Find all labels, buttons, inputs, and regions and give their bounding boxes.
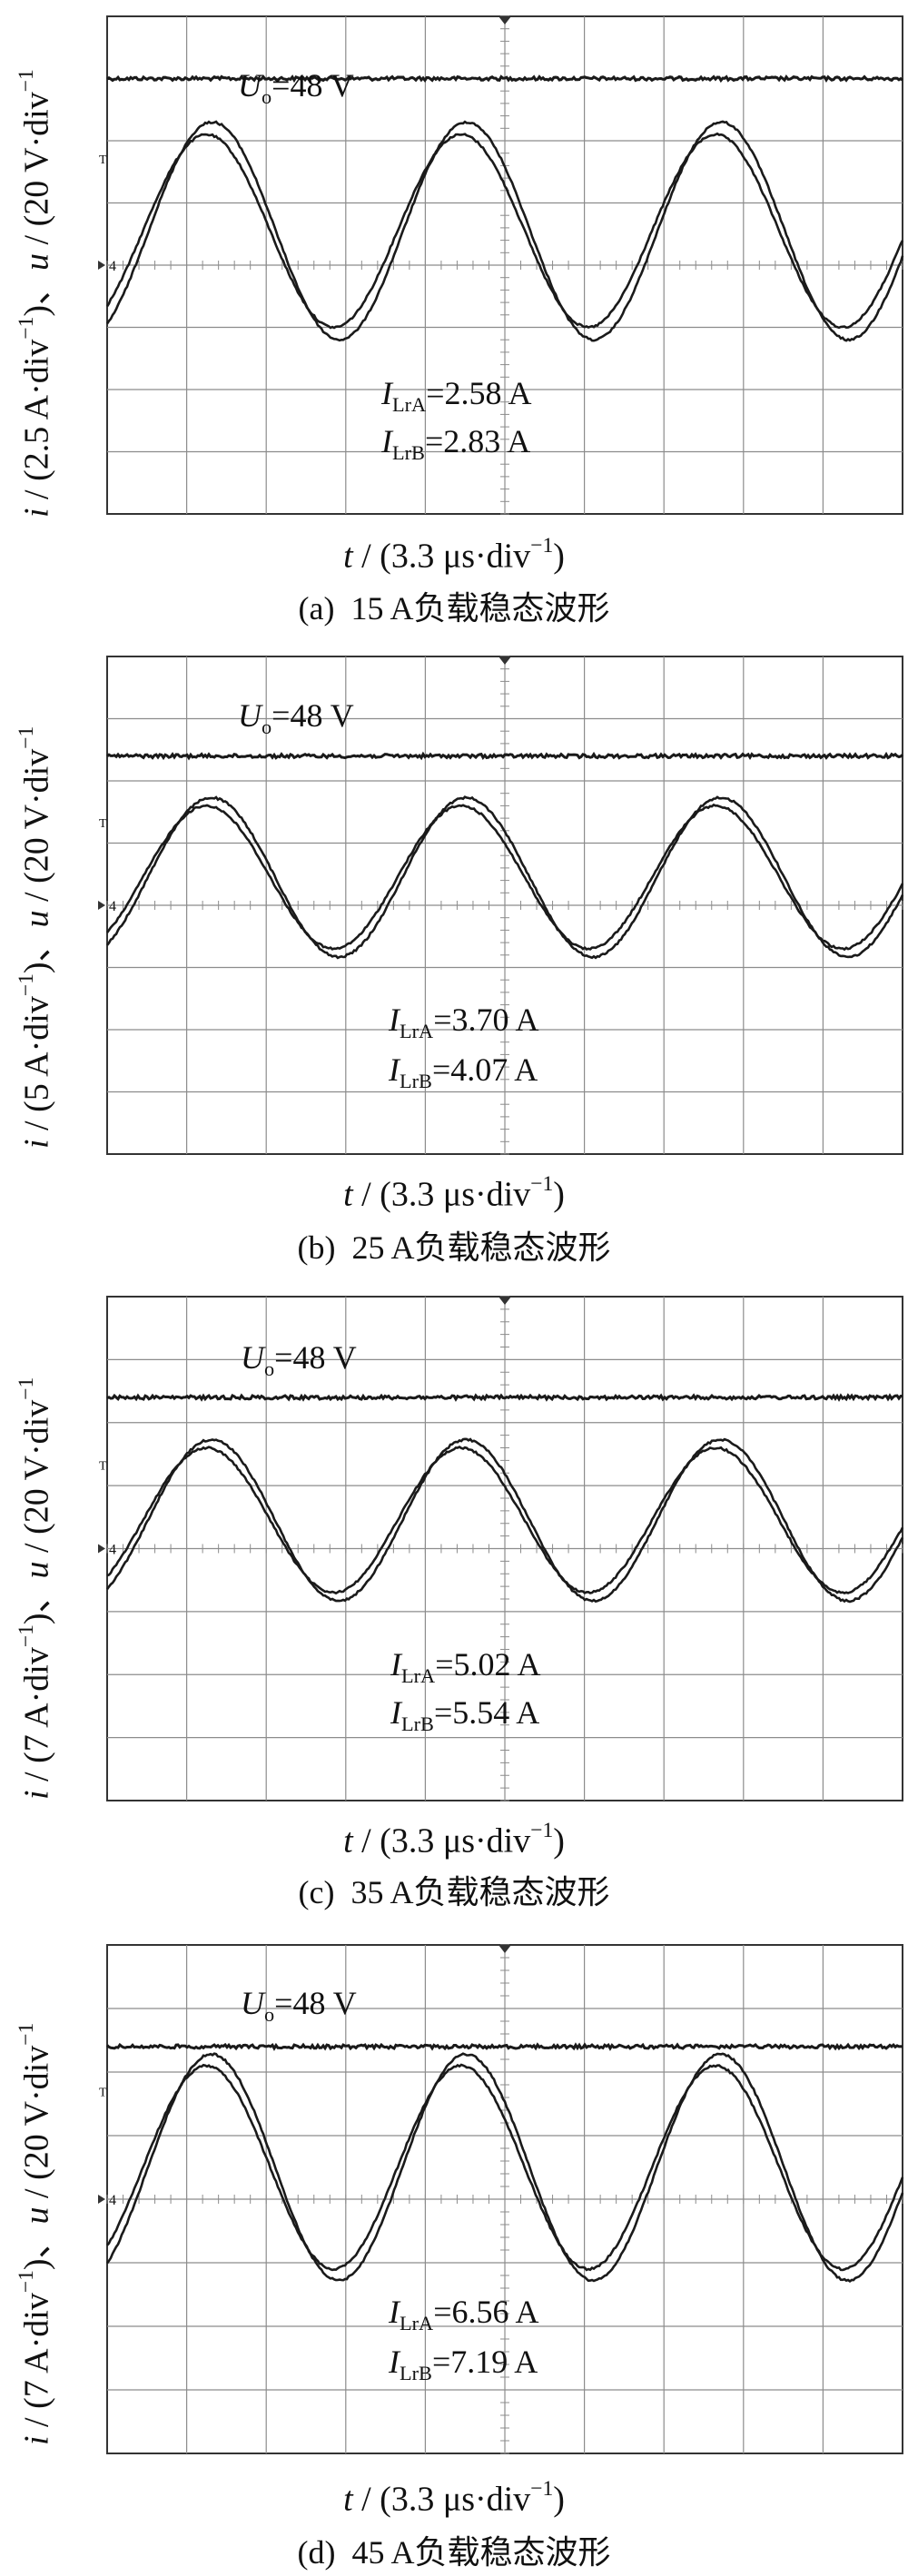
channel-ground-marker: [98, 901, 105, 910]
center-axis-ticks: [106, 1944, 903, 2454]
trace-ILrB: [105, 1437, 904, 1604]
oscilloscope-plot-d: T4: [98, 1944, 904, 2454]
channel-number-marker: 4: [109, 259, 116, 274]
trigger-position-marker: [498, 16, 511, 25]
y-axis-label-d: i / (7 A·div−1)、u / (20 V·div−1: [15, 2022, 56, 2445]
trace-ILrA: [105, 132, 904, 330]
trigger-position-marker: [498, 1945, 511, 1953]
trace-Uo: [106, 1393, 903, 1402]
uo-label-a: Uo=48 V: [238, 67, 354, 108]
trace-Uo: [106, 751, 903, 761]
x-axis-label-d: t / (3.3 μs·div−1): [343, 2477, 565, 2519]
channel-number-marker: 4: [109, 899, 116, 914]
channel-number-marker: 4: [109, 1543, 116, 1558]
trace-Uo: [105, 2042, 903, 2051]
caption-c: (c) 35 A负载稳态波形: [298, 1874, 610, 1910]
channel-ground-marker: [98, 2195, 105, 2204]
uo-label-b: Uo=48 V: [238, 697, 354, 738]
uo-label-d: Uo=48 V: [241, 1985, 357, 2026]
x-axis-label-b: t / (3.3 μs·div−1): [343, 1172, 565, 1214]
ilrb-label-d: ILrB=7.19 A: [389, 2344, 538, 2384]
ilra-label-b: ILrA=3.70 A: [389, 1002, 539, 1042]
caption-a: (a) 15 A负载稳态波形: [298, 590, 610, 627]
trace-Uo: [106, 74, 903, 84]
caption-b: (b) 25 A负载稳态波形: [297, 1229, 611, 1266]
trace-ILrA: [105, 803, 904, 952]
ilra-label-d: ILrA=6.56 A: [389, 2294, 539, 2334]
y-axis-label-a: i / (2.5 A·div−1)、u / (20 V·div−1: [15, 69, 56, 518]
y-axis-label-c: i / (7 A·div−1)、u / (20 V·div−1: [15, 1377, 56, 1800]
ilrb-label-c: ILrB=5.54 A: [390, 1694, 540, 1735]
trigger-level-marker: T: [99, 2087, 107, 2100]
oscilloscope-plot-b: T4: [98, 656, 904, 1155]
trigger-position-marker: [498, 656, 511, 665]
trigger-level-marker: T: [99, 153, 107, 167]
x-axis-label-c: t / (3.3 μs·div−1): [343, 1819, 565, 1860]
channel-ground-marker: [98, 1544, 105, 1554]
trigger-level-marker: T: [99, 1459, 107, 1473]
y-axis-label-b: i / (5 A·div−1)、u / (20 V·div−1: [15, 725, 56, 1149]
channel-ground-marker: [98, 261, 105, 270]
oscilloscope-plot-a: T4: [98, 15, 904, 515]
trace-ILrB: [105, 795, 904, 960]
x-axis-label-a: t / (3.3 μs·div−1): [343, 534, 565, 576]
trigger-position-marker: [498, 1297, 511, 1305]
ilrb-label-b: ILrB=4.07 A: [389, 1051, 538, 1092]
ilra-label-c: ILrA=5.02 A: [390, 1646, 541, 1687]
oscilloscope-plot-c: T4: [98, 1296, 904, 1801]
caption-d: (d) 45 A负载稳态波形: [297, 2534, 611, 2571]
uo-label-c: Uo=48 V: [241, 1339, 357, 1380]
trace-ILrA: [106, 2063, 904, 2272]
channel-number-marker: 4: [109, 2193, 116, 2208]
center-axis-ticks: [106, 15, 903, 515]
trace-ILrB: [105, 2052, 904, 2284]
trigger-level-marker: T: [99, 817, 107, 831]
trace-ILrB: [105, 120, 904, 342]
trace-ILrA: [106, 1446, 904, 1595]
ilra-label-a: ILrA=2.58 A: [381, 375, 532, 416]
ilrb-label-a: ILrB=2.83 A: [381, 423, 531, 464]
